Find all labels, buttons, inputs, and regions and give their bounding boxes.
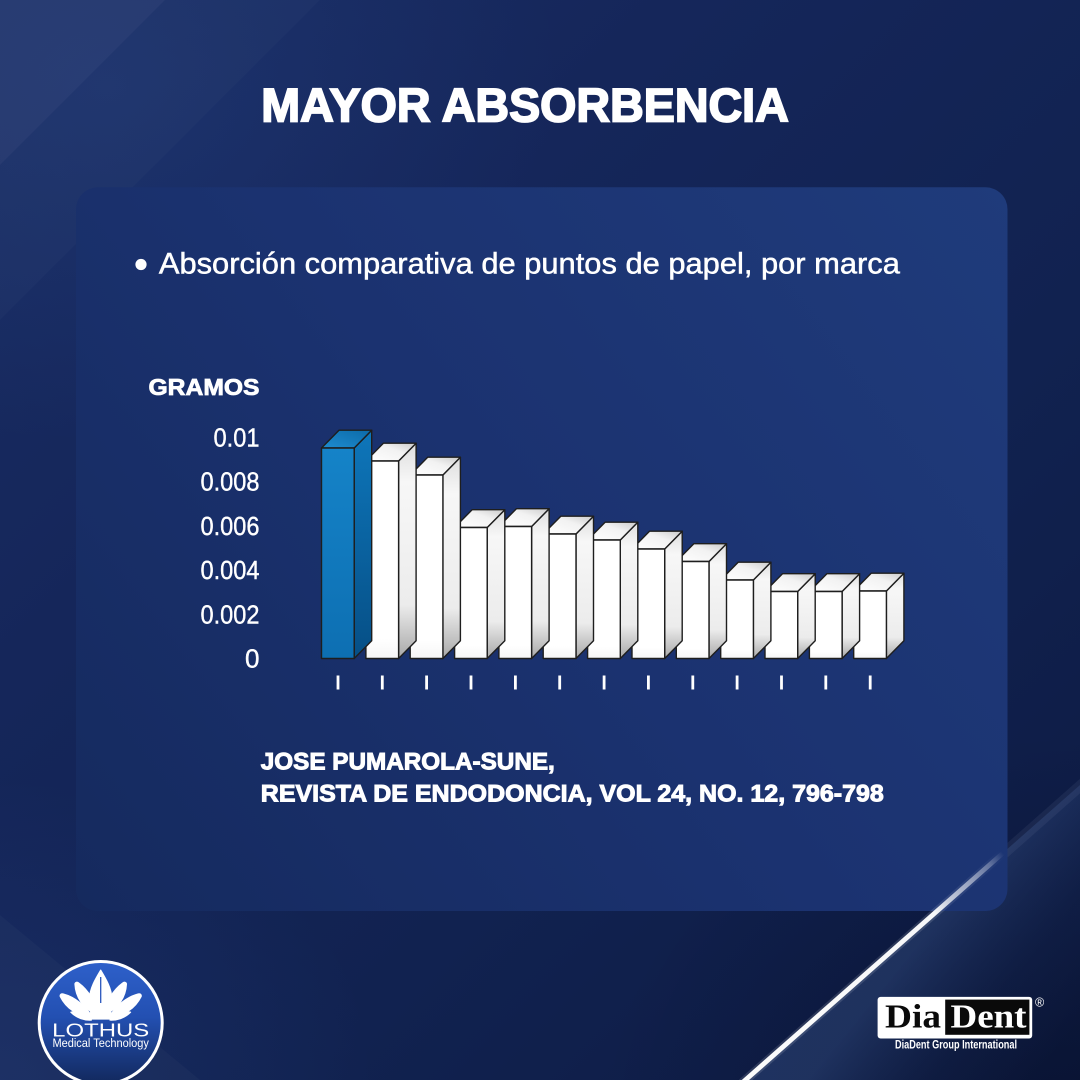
svg-text:0.008: 0.008 [201,467,260,497]
svg-text:MAYOR ABSORBENCIA: MAYOR ABSORBENCIA [261,78,789,131]
svg-text:Dia: Dia [885,998,941,1035]
svg-text:REVISTA DE ENDODONCIA, VOL 24,: REVISTA DE ENDODONCIA, VOL 24, NO. 12, 7… [261,781,884,808]
svg-text:GRAMOS: GRAMOS [149,374,260,400]
svg-text:®: ® [1035,996,1045,1010]
svg-text:Medical Technology: Medical Technology [52,1036,149,1050]
svg-text:LOTHUS: LOTHUS [52,1020,149,1041]
svg-text:DiaDent Group International: DiaDent Group International [895,1040,1017,1052]
svg-text:0.01: 0.01 [214,423,260,453]
svg-text:0.006: 0.006 [201,511,260,541]
svg-text:0: 0 [245,644,260,674]
svg-text:Absorción comparativa de punto: Absorción comparativa de puntos de papel… [159,248,901,281]
svg-text:0.002: 0.002 [201,599,260,629]
svg-text:Dent: Dent [951,998,1028,1035]
svg-text:JOSE PUMAROLA-SUNE,: JOSE PUMAROLA-SUNE, [261,749,555,776]
svg-text:0.004: 0.004 [201,555,260,585]
